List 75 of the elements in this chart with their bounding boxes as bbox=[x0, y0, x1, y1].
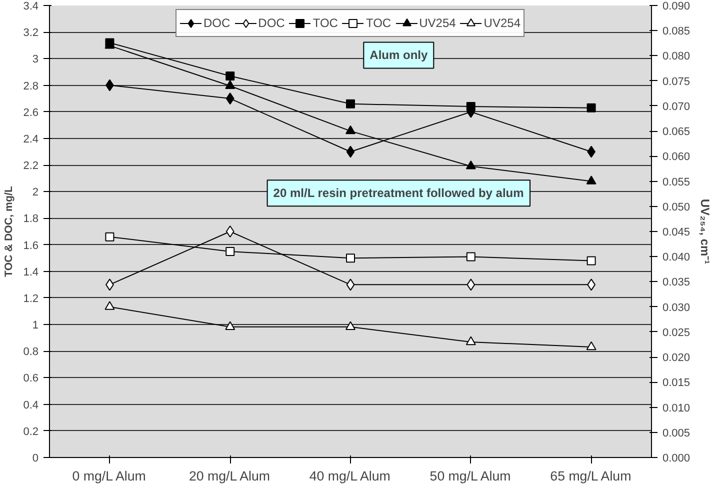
y-tick-label: 0.2 bbox=[23, 426, 39, 438]
y2-tick-label: 0.085 bbox=[662, 26, 690, 38]
y-tick-label: 2.4 bbox=[23, 133, 39, 146]
y-tick-label: 2.6 bbox=[23, 106, 39, 119]
y2-tick-label: 0.045 bbox=[662, 226, 690, 238]
y2-tick-label: 0.030 bbox=[662, 302, 690, 314]
x-tick-label: 50 mg/L Alum bbox=[430, 468, 511, 484]
legend-label: UV254 bbox=[419, 16, 456, 30]
y2-tick-label: 0.005 bbox=[662, 427, 690, 440]
point bbox=[466, 160, 476, 170]
point bbox=[346, 99, 355, 108]
y2-tick-label: 0.035 bbox=[662, 276, 690, 289]
y-tick-label: 3 bbox=[32, 54, 39, 66]
point bbox=[226, 71, 235, 80]
annotation: 20 ml/L resin pretreatment followed by alum bbox=[273, 186, 524, 200]
point bbox=[466, 336, 476, 346]
point bbox=[466, 278, 476, 291]
y2-tick-label: 0.080 bbox=[662, 50, 690, 63]
point bbox=[105, 232, 114, 242]
point bbox=[586, 176, 596, 184]
legend-label: DOC bbox=[204, 16, 230, 30]
point bbox=[346, 146, 355, 158]
y2-tick-label: 0.055 bbox=[662, 176, 690, 188]
legend-label: DOC bbox=[258, 16, 285, 30]
y-tick-label: 0.6 bbox=[23, 372, 39, 385]
y-tick-label: 3.4 bbox=[23, 0, 39, 12]
y-tick-label: 1.8 bbox=[23, 213, 39, 226]
y2-tick-label: 0.090 bbox=[662, 0, 690, 12]
y-tick-label: 1.6 bbox=[23, 240, 39, 252]
y-axis-title: TOC & DOC, mg/L bbox=[3, 186, 16, 277]
y2-axis-title: UV₂₅₄, cm⁻¹ bbox=[698, 198, 712, 264]
point bbox=[586, 103, 596, 112]
y-tick-label: 3.2 bbox=[23, 27, 39, 40]
point bbox=[226, 226, 234, 238]
point bbox=[104, 301, 115, 310]
y-tick-label: 0.8 bbox=[23, 346, 39, 358]
y2-tick-label: 0.040 bbox=[662, 252, 690, 264]
y2-tick-label: 0.075 bbox=[662, 76, 690, 88]
y-tick-label: 1 bbox=[32, 320, 39, 332]
x-tick-label: 20 mg/L Alum bbox=[188, 468, 270, 484]
point bbox=[586, 341, 596, 350]
x-tick-label: 40 mg/L Alum bbox=[309, 468, 390, 484]
point bbox=[226, 246, 235, 256]
y2-tick-label: 0.015 bbox=[662, 377, 690, 390]
y-tick-label: 2.8 bbox=[23, 80, 39, 92]
point bbox=[225, 321, 236, 330]
point bbox=[346, 254, 355, 263]
legend-label: TOC bbox=[366, 16, 392, 30]
y2-tick-label: 0.025 bbox=[662, 326, 690, 339]
y2-tick-label: 0.060 bbox=[662, 151, 690, 164]
point bbox=[226, 92, 234, 105]
x-tick-label: 65 mg/L Alum bbox=[550, 468, 632, 484]
y-tick-label: 1.2 bbox=[23, 292, 39, 305]
y2-tick-label: 0.010 bbox=[662, 402, 690, 414]
y2-tick-label: 0.020 bbox=[662, 352, 690, 364]
y-tick-label: 1.4 bbox=[23, 266, 39, 278]
annotation: Alum only bbox=[370, 48, 428, 62]
y2-tick-label: 0.065 bbox=[662, 126, 690, 138]
x-tick-label: 0 mg/L Alum bbox=[72, 468, 146, 484]
y2-tick-label: 0.070 bbox=[662, 100, 690, 113]
point bbox=[225, 80, 236, 89]
y-tick-label: 0 bbox=[32, 452, 39, 464]
point bbox=[466, 252, 476, 262]
point bbox=[466, 102, 476, 112]
legend-label: TOC bbox=[312, 16, 338, 30]
y-tick-label: 2 bbox=[32, 186, 39, 199]
point bbox=[346, 321, 356, 330]
y2-tick-label: 0.050 bbox=[662, 201, 690, 214]
y-tick-label: 0.4 bbox=[23, 399, 39, 412]
y2-tick-label: 0.000 bbox=[662, 452, 690, 464]
point bbox=[346, 278, 355, 291]
point bbox=[586, 256, 596, 266]
point bbox=[346, 125, 356, 134]
y-tick-label: 2.2 bbox=[23, 160, 39, 172]
legend-label: UV254 bbox=[484, 16, 520, 30]
